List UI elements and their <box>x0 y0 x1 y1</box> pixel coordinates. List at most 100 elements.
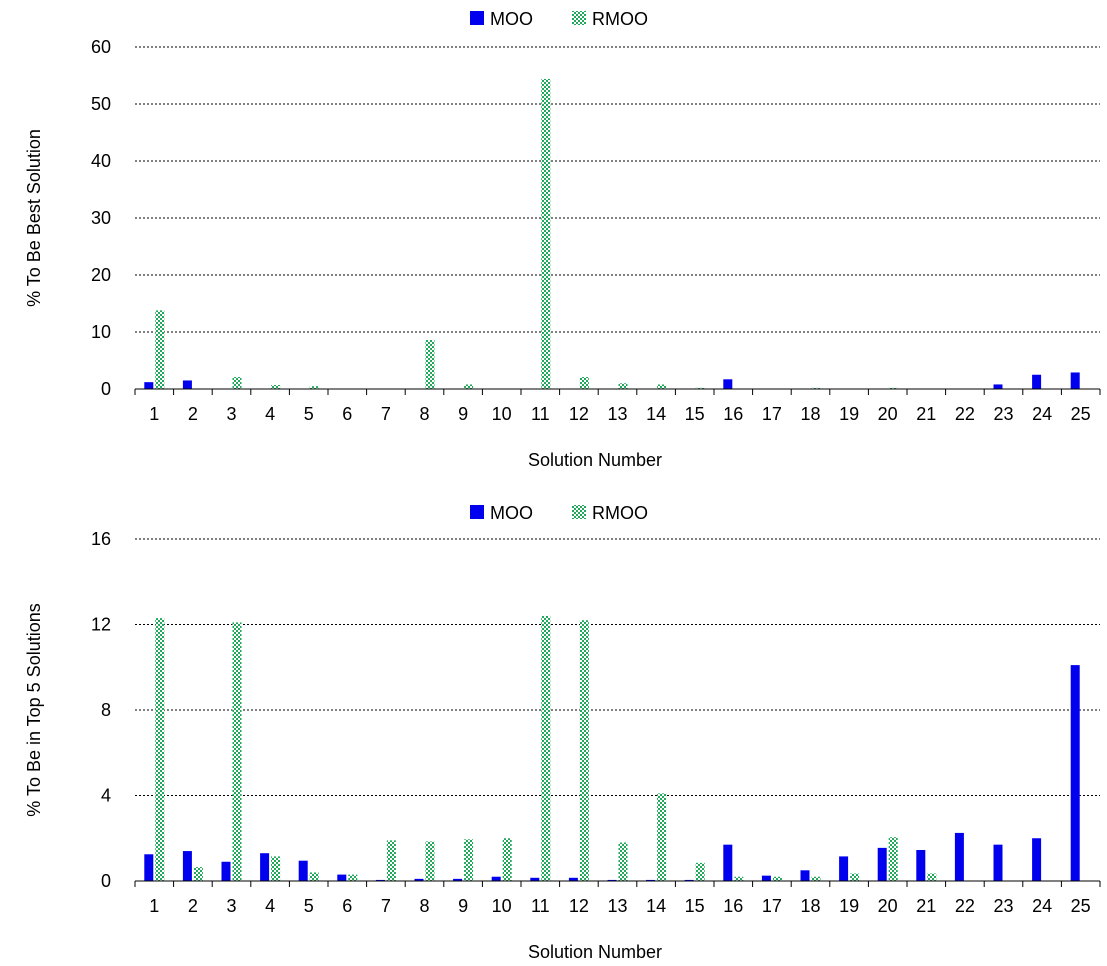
y-tick-label: 0 <box>101 379 111 399</box>
bar-moo <box>337 874 347 881</box>
bar-moo <box>993 844 1003 881</box>
y-tick-labels: 0 10 20 30 40 50 60 <box>91 37 111 399</box>
x-tick-label: 15 <box>685 896 705 916</box>
legend: MOO RMOO <box>470 9 648 29</box>
x-tick-label: 17 <box>762 896 782 916</box>
x-tick-label: 21 <box>916 404 936 424</box>
y-tick-label: 0 <box>101 871 111 891</box>
legend-label-moo: MOO <box>490 9 533 29</box>
y-tick-label: 30 <box>91 208 111 228</box>
x-tick-label: 9 <box>458 896 468 916</box>
x-tick-label: 1 <box>149 896 159 916</box>
x-tick-label: 20 <box>878 896 898 916</box>
x-tick-label: 13 <box>607 896 627 916</box>
bar-rmoo <box>811 876 821 881</box>
bar-rmoo <box>734 876 744 881</box>
bar-moo <box>684 879 694 881</box>
bar-rmoo <box>232 622 242 881</box>
bar-rmoo <box>888 837 898 881</box>
bar-moo <box>723 379 733 389</box>
x-tick-marks <box>134 389 1101 395</box>
bar-moo <box>530 877 540 881</box>
bar-rmoo <box>541 615 551 881</box>
x-tick-label: 4 <box>265 404 275 424</box>
x-tick-label: 18 <box>800 404 820 424</box>
bar-moo <box>144 854 154 881</box>
bar-rmoo <box>309 386 319 389</box>
legend-label-rmoo: RMOO <box>592 9 648 29</box>
x-tick-label: 24 <box>1032 404 1052 424</box>
bar-rmoo <box>271 385 281 389</box>
x-tick-label: 11 <box>531 404 550 424</box>
bar-rmoo <box>927 873 937 881</box>
legend-swatch-moo <box>470 11 484 25</box>
x-tick-label: 12 <box>569 896 589 916</box>
legend-swatch-moo <box>470 505 484 519</box>
y-tick-label: 12 <box>91 615 111 635</box>
y-tick-label: 16 <box>91 529 111 549</box>
x-tick-label: 2 <box>188 404 198 424</box>
x-tick-labels: 1 2 3 4 5 6 7 8 9 10 11 12 13 14 15 16 17 18 19 20 21 22 23 24 2… <box>149 404 1090 424</box>
x-axis-title: Solution Number <box>528 450 662 470</box>
bar-moo <box>491 876 501 881</box>
bar-rmoo <box>850 873 860 881</box>
y-tick-label: 8 <box>101 700 111 720</box>
bar-rmoo <box>155 310 165 389</box>
legend-swatch-rmoo <box>572 505 586 519</box>
bar-rmoo <box>425 841 435 881</box>
x-tick-label: 9 <box>458 404 468 424</box>
legend-label-rmoo: RMOO <box>592 503 648 523</box>
bar-moo <box>1032 374 1042 389</box>
bar-moo <box>877 847 887 881</box>
x-tick-label: 10 <box>492 896 512 916</box>
bar-rmoo <box>618 383 628 389</box>
x-tick-label: 19 <box>839 896 859 916</box>
bar-rmoo <box>425 339 435 389</box>
x-tick-label: 16 <box>723 896 743 916</box>
bar-moo <box>144 382 154 389</box>
bar-rmoo <box>309 872 319 881</box>
bar-rmoo <box>232 377 242 389</box>
bar-moo <box>182 851 192 881</box>
bar-moo <box>839 856 849 881</box>
y-tick-label: 10 <box>91 322 111 342</box>
bar-moo <box>761 875 771 881</box>
bar-moo <box>1070 372 1080 389</box>
x-tick-label: 21 <box>916 896 936 916</box>
legend-swatch-rmoo <box>572 11 586 25</box>
x-tick-label: 3 <box>226 404 236 424</box>
bar-rmoo <box>193 867 203 881</box>
y-tick-label: 4 <box>101 786 111 806</box>
x-tick-label: 24 <box>1032 896 1052 916</box>
bar-moo <box>800 870 810 881</box>
gridlines <box>135 46 1100 333</box>
bar-moo <box>916 850 926 881</box>
bar-rmoo <box>348 874 358 881</box>
bar-moo <box>646 879 656 881</box>
bar-moo <box>723 844 733 881</box>
x-tick-label: 23 <box>993 896 1013 916</box>
x-tick-label: 7 <box>381 896 391 916</box>
legend-label-moo: MOO <box>490 503 533 523</box>
bar-rmoo <box>271 856 281 881</box>
y-tick-labels: 0 4 8 12 16 <box>91 529 111 891</box>
bar-rmoo <box>888 387 898 389</box>
x-tick-label: 8 <box>419 896 429 916</box>
x-tick-label: 13 <box>607 404 627 424</box>
x-tick-label: 3 <box>226 896 236 916</box>
bar-rmoo <box>772 876 782 881</box>
x-tick-label: 19 <box>839 404 859 424</box>
x-tick-label: 8 <box>419 404 429 424</box>
bar-moo <box>260 853 270 881</box>
x-tick-label: 17 <box>762 404 782 424</box>
legend: MOO RMOO <box>470 503 648 523</box>
x-tick-label: 16 <box>723 404 743 424</box>
x-tick-label: 5 <box>304 404 314 424</box>
x-tick-label: 20 <box>878 404 898 424</box>
x-tick-marks <box>134 881 1101 887</box>
x-tick-label: 6 <box>342 896 352 916</box>
bar-rmoo <box>657 793 667 881</box>
bar-moo <box>954 832 964 881</box>
